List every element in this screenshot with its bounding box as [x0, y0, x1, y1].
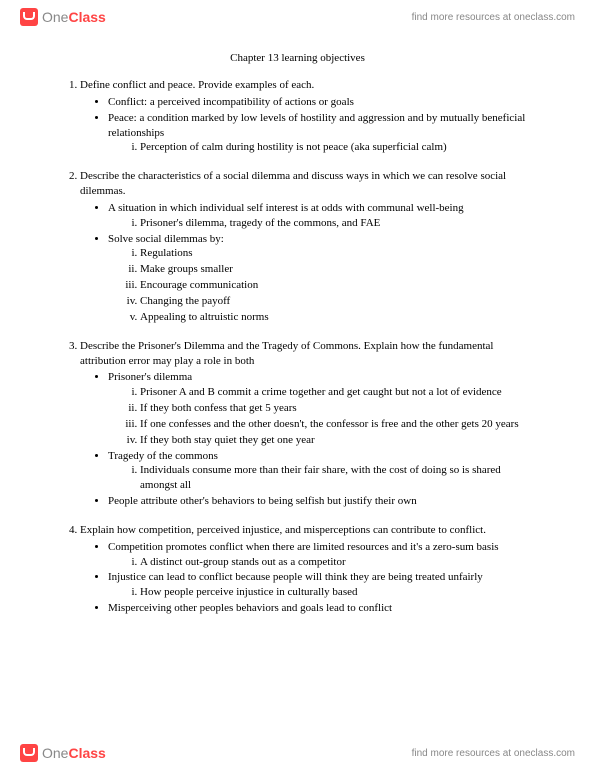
section-item: Define conflict and peace. Provide examp…: [80, 78, 535, 155]
section-item: Describe the characteristics of a social…: [80, 169, 535, 324]
bullet-text: Misperceiving other peoples behaviors an…: [108, 602, 392, 614]
roman-item: Prisoner's dilemma, tragedy of the commo…: [140, 216, 535, 231]
bullet-text: A situation in which individual self int…: [108, 202, 464, 214]
bullet-item: Peace: a condition marked by low levels …: [108, 111, 535, 156]
roman-list: Individuals consume more than their fair…: [108, 463, 535, 493]
logo-one: One: [42, 9, 68, 25]
bullet-list: A situation in which individual self int…: [80, 201, 535, 325]
bullet-list: Conflict: a perceived incompatibility of…: [80, 95, 535, 155]
bullet-item: Competition promotes conflict when there…: [108, 540, 535, 570]
footer: OneClass find more resources at oneclass…: [0, 738, 595, 770]
bullet-text: Peace: a condition marked by low levels …: [108, 112, 525, 139]
bullet-text: Injustice can lead to conflict because p…: [108, 571, 483, 583]
bullet-item: Misperceiving other peoples behaviors an…: [108, 601, 535, 616]
logo-class: Class: [68, 745, 105, 761]
bullet-item: A situation in which individual self int…: [108, 201, 535, 231]
section-heading: Explain how competition, perceived injus…: [80, 524, 486, 536]
bullet-item: Solve social dilemmas by:RegulationsMake…: [108, 232, 535, 325]
bullet-item: Injustice can lead to conflict because p…: [108, 570, 535, 600]
bullet-item: Prisoner's dilemma Prisoner A and B commi…: [108, 370, 535, 447]
logo-class: Class: [68, 9, 105, 25]
bullet-text: Competition promotes conflict when there…: [108, 541, 499, 553]
header-resources-link[interactable]: find more resources at oneclass.com: [412, 12, 575, 23]
roman-item: Make groups smaller: [140, 262, 535, 277]
bullet-item: Conflict: a perceived incompatibility of…: [108, 95, 535, 110]
logo-one: One: [42, 745, 68, 761]
bullet-list: Prisoner's dilemma Prisoner A and B commi…: [80, 370, 535, 509]
roman-item: Prisoner A and B commit a crime together…: [140, 385, 535, 400]
section-heading: Describe the characteristics of a social…: [80, 170, 506, 197]
roman-item: Changing the payoff: [140, 294, 535, 309]
roman-list: Prisoner A and B commit a crime together…: [108, 385, 535, 447]
bullet-text: Solve social dilemmas by:: [108, 233, 224, 245]
page-title: Chapter 13 learning objectives: [60, 52, 535, 64]
section-item: Explain how competition, perceived injus…: [80, 523, 535, 616]
section-item: Describe the Prisoner's Dilemma and the …: [80, 339, 535, 509]
roman-item: Regulations: [140, 246, 535, 261]
footer-resources-link[interactable]: find more resources at oneclass.com: [412, 748, 575, 759]
roman-item: Appealing to altruistic norms: [140, 310, 535, 325]
bullet-text: Conflict: a perceived incompatibility of…: [108, 96, 354, 108]
section-heading: Describe the Prisoner's Dilemma and the …: [80, 340, 494, 367]
section-heading: Define conflict and peace. Provide examp…: [80, 79, 314, 91]
roman-list: Prisoner's dilemma, tragedy of the commo…: [108, 216, 535, 231]
roman-item: How people perceive injustice in cultura…: [140, 585, 535, 600]
bullet-item: People attribute other's behaviors to be…: [108, 494, 535, 509]
roman-item: Perception of calm during hostility is n…: [140, 140, 535, 155]
roman-list: RegulationsMake groups smallerEncourage …: [108, 246, 535, 324]
logo-icon: [20, 744, 38, 762]
roman-list: A distinct out-group stands out as a com…: [108, 555, 535, 570]
roman-item: Individuals consume more than their fair…: [140, 463, 535, 493]
bullet-item: Tragedy of the commonsIndividuals consum…: [108, 449, 535, 494]
roman-list: How people perceive injustice in cultura…: [108, 585, 535, 600]
bullet-text: Tragedy of the commons: [108, 450, 218, 462]
roman-item: If one confesses and the other doesn't, …: [140, 417, 535, 432]
roman-item: If they both confess that get 5 years: [140, 401, 535, 416]
logo-text: OneClass: [42, 745, 106, 761]
brand-logo-footer[interactable]: OneClass: [20, 744, 106, 762]
bullet-list: Competition promotes conflict when there…: [80, 540, 535, 616]
bullet-text: People attribute other's behaviors to be…: [108, 495, 417, 507]
brand-logo[interactable]: OneClass: [20, 8, 106, 26]
roman-item: Encourage communication: [140, 278, 535, 293]
roman-item: If they both stay quiet they get one yea…: [140, 433, 535, 448]
roman-item: A distinct out-group stands out as a com…: [140, 555, 535, 570]
header: OneClass find more resources at oneclass…: [0, 0, 595, 32]
roman-list: Perception of calm during hostility is n…: [108, 140, 535, 155]
bullet-text: Prisoner's dilemma: [108, 371, 192, 383]
main-list: Define conflict and peace. Provide examp…: [60, 78, 535, 616]
logo-text: OneClass: [42, 9, 106, 25]
document-content: Chapter 13 learning objectives Define co…: [0, 32, 595, 640]
logo-icon: [20, 8, 38, 26]
